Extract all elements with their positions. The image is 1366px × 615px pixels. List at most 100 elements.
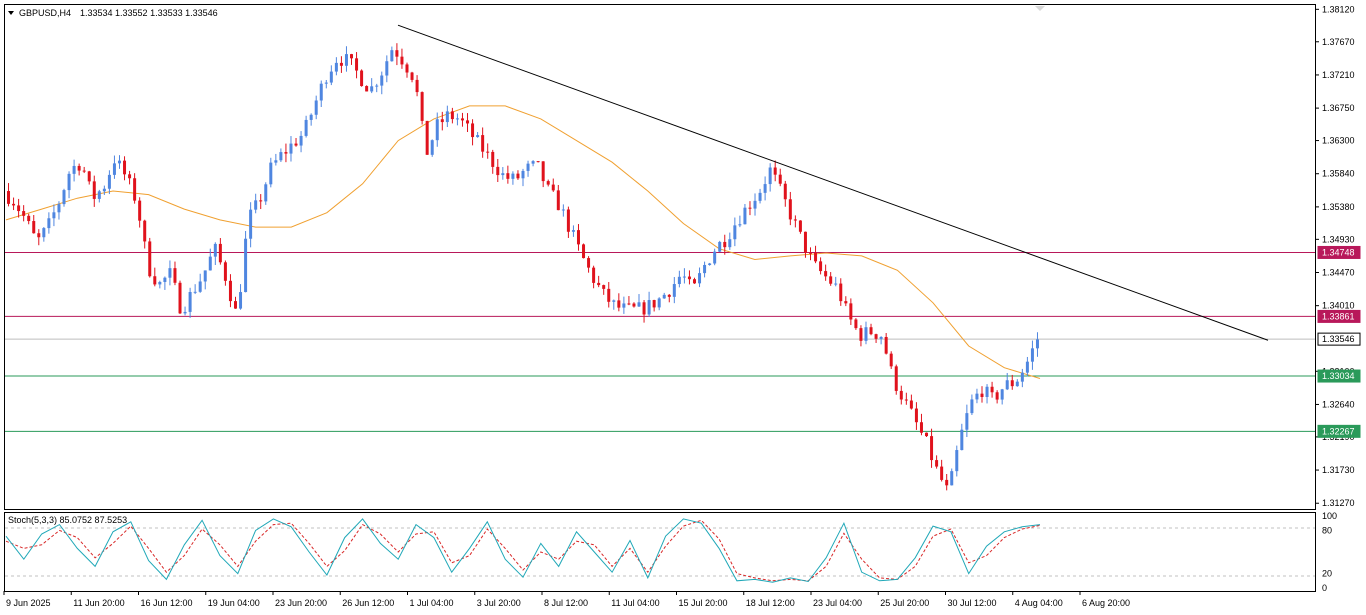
- candle-bear: [642, 302, 646, 315]
- candle-bull: [319, 83, 323, 101]
- candle-bull: [763, 184, 767, 193]
- candle-bull: [309, 114, 313, 120]
- candle-bull: [728, 239, 732, 248]
- candle-bear: [133, 178, 137, 201]
- candle-bull: [274, 160, 278, 163]
- price-level-tag-label: 1.33546: [1322, 334, 1355, 344]
- candle-bear: [355, 58, 359, 71]
- candle-bull: [672, 284, 676, 297]
- candle-bear: [627, 303, 631, 305]
- price-tick-label: 1.35380: [1322, 202, 1355, 212]
- candle-bull: [733, 225, 737, 240]
- candle-bear: [173, 268, 177, 283]
- candle-bull: [183, 311, 187, 314]
- candle-bear: [491, 151, 495, 167]
- stoch-tick-label: 0: [1322, 583, 1327, 593]
- candle-bear: [788, 199, 792, 220]
- candle-bull: [965, 413, 969, 430]
- time-tick-label: 19 Jun 04:00: [208, 598, 260, 608]
- candle-bear: [652, 300, 656, 308]
- candle-bear: [128, 174, 132, 179]
- candle-bull: [279, 152, 283, 161]
- price-tick-label: 1.37670: [1322, 37, 1355, 47]
- candle-bear: [819, 261, 823, 272]
- candle-bear: [909, 400, 913, 409]
- price-tick-label: 1.34930: [1322, 234, 1355, 244]
- candle-bear: [339, 62, 343, 66]
- candle-bull: [950, 471, 954, 486]
- candle-bull: [72, 165, 76, 174]
- candle-bear: [748, 207, 752, 209]
- candle-bull: [753, 200, 757, 209]
- candle-bear: [783, 183, 787, 200]
- candle-bull: [370, 86, 374, 92]
- candle-bear: [284, 152, 288, 154]
- candle-bear: [687, 276, 691, 280]
- candle-bull: [637, 302, 641, 307]
- moving-average-line: [5, 105, 1041, 379]
- ohlc-values: 1.33534 1.33552 1.33533 1.33546: [80, 8, 218, 18]
- candle-bear: [350, 54, 354, 59]
- candle-bear: [576, 230, 580, 245]
- candle-bull: [324, 82, 328, 84]
- candle-bear: [395, 50, 399, 57]
- candle-bear: [617, 300, 621, 308]
- candle-bull: [102, 188, 106, 192]
- candle-bull: [239, 292, 243, 309]
- price-level-tag: [1317, 309, 1361, 323]
- candle-bear: [178, 282, 182, 314]
- candle-bull: [385, 61, 389, 76]
- candle-bull: [758, 192, 762, 201]
- price-level-tag-label: 1.33034: [1322, 371, 1355, 381]
- scroll-marker[interactable]: [1035, 6, 1045, 11]
- candle-bull: [713, 251, 717, 264]
- candle-bear: [17, 205, 21, 212]
- candle-bull: [334, 62, 338, 72]
- candle-bull: [1015, 381, 1019, 387]
- candle-bear: [471, 123, 475, 138]
- candle-bear: [556, 190, 560, 211]
- candle-bull: [254, 200, 258, 210]
- candle-bull: [698, 273, 702, 284]
- candle-bull: [445, 111, 449, 123]
- candle-bull: [1005, 380, 1009, 390]
- candle-bear: [592, 267, 596, 283]
- candle-bear: [692, 279, 696, 284]
- price-tick-label: 1.36750: [1322, 103, 1355, 113]
- trendline[interactable]: [397, 24, 1269, 341]
- candle-bull: [526, 163, 530, 171]
- candle-bull: [970, 399, 974, 414]
- time-tick-label: 4 Aug 04:00: [1015, 598, 1063, 608]
- candle-bear: [899, 390, 903, 400]
- candle-bear: [259, 200, 263, 202]
- candle-bull: [329, 71, 333, 83]
- candle-bull: [955, 450, 959, 472]
- candle-bear: [138, 200, 142, 221]
- stoch-header: Stoch(5,3,3) 85.0752 87.5253: [8, 515, 127, 525]
- candle-bull: [264, 184, 268, 202]
- candle-bear: [360, 70, 364, 87]
- candle-bear: [914, 408, 918, 423]
- symbol-menu-icon[interactable]: [8, 11, 14, 15]
- candle-bear: [516, 173, 520, 179]
- candle-bull: [682, 276, 686, 278]
- candle-bear: [228, 280, 232, 302]
- candle-bull: [269, 162, 273, 185]
- candle-bear: [904, 399, 908, 401]
- candle-bear: [92, 181, 96, 199]
- price-tick-label: 1.38120: [1322, 4, 1355, 14]
- candle-bear: [874, 334, 878, 339]
- candle-bull: [622, 303, 626, 308]
- candle-bull: [158, 281, 162, 285]
- candle-bear: [425, 120, 429, 155]
- candle-bull: [612, 300, 616, 302]
- time-tick-label: 1 Jul 04:00: [410, 598, 454, 608]
- candle-bull: [208, 256, 212, 271]
- candle-bear: [506, 173, 510, 179]
- candle-bull: [657, 298, 661, 308]
- candle-bear: [415, 79, 419, 93]
- price-tick-label: 1.34010: [1322, 301, 1355, 311]
- candle-bear: [153, 276, 157, 285]
- candle-bull: [571, 230, 575, 232]
